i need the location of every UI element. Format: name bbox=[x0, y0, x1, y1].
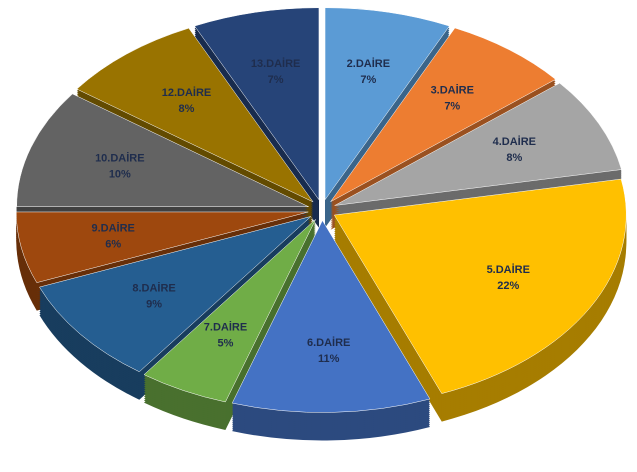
slice-label: 6.DAİRE bbox=[307, 336, 350, 349]
slice-label: 2.DAİRE bbox=[347, 57, 390, 70]
slice-label: 7.DAİRE bbox=[204, 321, 247, 334]
slice bbox=[194, 7, 320, 201]
slice-value-label: 10% bbox=[109, 168, 131, 180]
slice-label: 13.DAİRE bbox=[251, 57, 301, 70]
slice bbox=[143, 219, 316, 403]
slice bbox=[76, 27, 314, 203]
slice-label: 8.DAİRE bbox=[132, 281, 175, 294]
slice-label: 5.DAİRE bbox=[487, 263, 530, 276]
slice-label: 3.DAİRE bbox=[431, 83, 474, 96]
slice-value-label: 7% bbox=[268, 74, 284, 86]
slice bbox=[231, 219, 431, 413]
slice-value-label: 5% bbox=[218, 338, 234, 350]
slice-value-label: 8% bbox=[506, 152, 522, 164]
slice-value-label: 9% bbox=[146, 298, 162, 310]
slice bbox=[333, 178, 627, 394]
slice-label: 10.DAİRE bbox=[95, 151, 145, 164]
slice-label: 4.DAİRE bbox=[493, 135, 536, 148]
slice-value-label: 22% bbox=[497, 280, 519, 292]
slice-label: 12.DAİRE bbox=[162, 86, 212, 99]
slice-value-label: 7% bbox=[444, 100, 460, 112]
slice bbox=[39, 216, 312, 373]
slice bbox=[324, 7, 450, 201]
slice-value-label: 11% bbox=[318, 353, 340, 365]
slice-label: 9.DAİRE bbox=[92, 221, 135, 234]
slice bbox=[334, 82, 622, 206]
slice bbox=[15, 211, 309, 283]
slice-value-label: 7% bbox=[360, 74, 376, 86]
slice-value-label: 6% bbox=[105, 238, 121, 250]
slice-value-label: 8% bbox=[179, 103, 195, 115]
slice bbox=[16, 93, 309, 208]
slice bbox=[330, 27, 557, 202]
